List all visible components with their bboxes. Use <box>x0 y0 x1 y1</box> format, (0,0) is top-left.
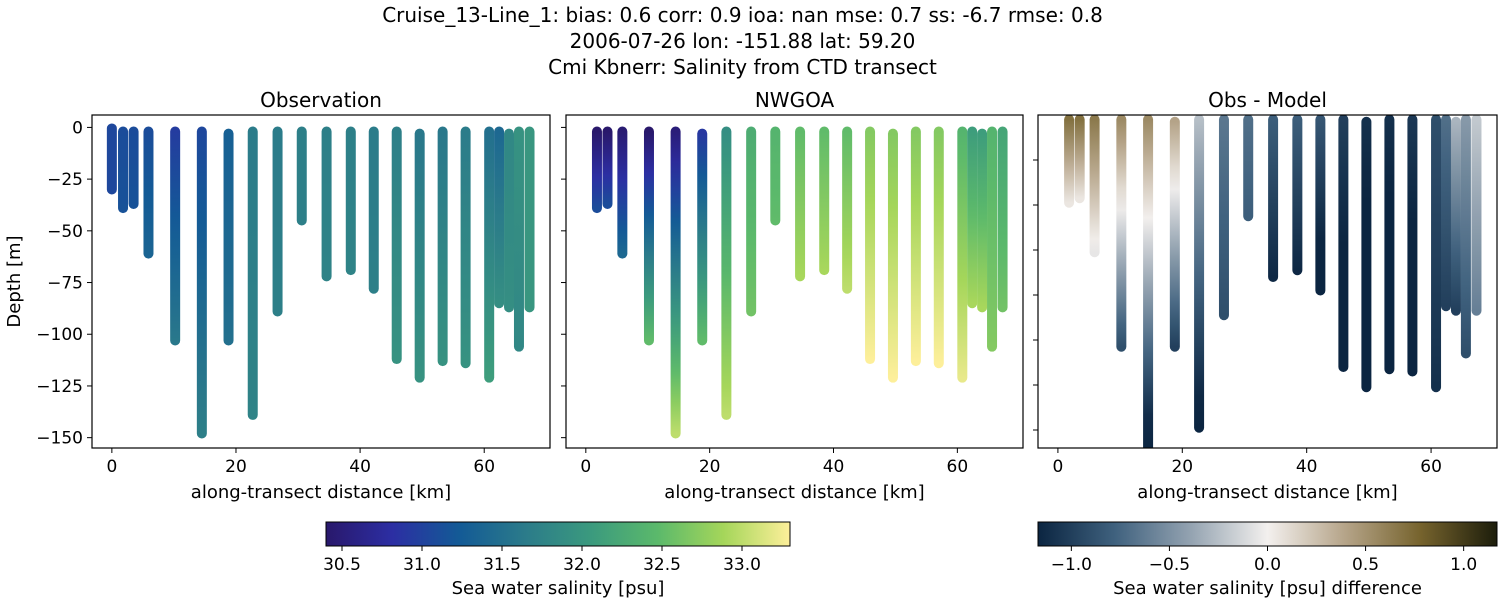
y-axis-label: Depth [m] <box>4 235 25 327</box>
panel-title: Obs - Model <box>1208 88 1327 112</box>
x-tick-label: 0 <box>580 457 591 477</box>
panel-title: Observation <box>260 88 382 112</box>
axes-frame <box>565 114 1024 449</box>
x-axis-label: along-transect distance [km] <box>191 482 451 503</box>
colorbar-tick-label: 33.0 <box>723 555 761 575</box>
colorbar-tick-label: 30.5 <box>323 555 361 575</box>
station-profiles <box>591 126 1008 439</box>
y-tick-label: −50 <box>47 222 83 242</box>
colorbar-tick-label: 0.5 <box>1352 555 1379 575</box>
figure-title-line-3: Cmi Kbnerr: Salinity from CTD transect <box>548 55 937 79</box>
figure-title-line-1: Cruise_13-Line_1: bias: 0.6 corr: 0.9 io… <box>382 3 1103 27</box>
y-tick-label: 0 <box>72 118 83 138</box>
colorbar-tick-label: −1.0 <box>1051 555 1092 575</box>
colorbar-tick-label: 32.0 <box>563 555 601 575</box>
y-tick-label: −75 <box>47 274 83 294</box>
axes-frame <box>1037 114 1498 449</box>
panel-obs: Observation along-transect distance [km] D… <box>4 88 551 503</box>
y-tick-label: −100 <box>36 325 83 345</box>
y-tick-label: −150 <box>36 429 83 449</box>
colorbar-tick-label: 31.0 <box>403 555 441 575</box>
figure-title-line-2: 2006-07-26 lon: -151.88 lat: 59.20 <box>569 29 916 53</box>
station-profiles <box>106 123 535 439</box>
x-axis-label: along-transect distance [km] <box>1137 482 1397 503</box>
colorbar-tick-label: 1.0 <box>1450 555 1477 575</box>
x-tick-label: 60 <box>473 457 495 477</box>
x-axis-label: along-transect distance [km] <box>664 482 924 503</box>
panel-title: NWGOA <box>755 88 835 112</box>
x-tick-label: 20 <box>1171 457 1193 477</box>
station-profiles <box>1064 115 1482 448</box>
y-tick-label: −25 <box>47 170 83 190</box>
x-tick-label: 40 <box>349 457 371 477</box>
colorbar-label: Sea water salinity [psu] difference <box>1113 578 1422 599</box>
panel-diff: Obs - Model along-transect distance [km] 0… <box>1033 88 1498 503</box>
x-tick-label: 20 <box>699 457 721 477</box>
y-tick-label: −125 <box>36 377 83 397</box>
panel-model: NWGOA along-transect distance [km] 0 20 40 60 <box>561 88 1024 503</box>
colorbar-tick-label: 31.5 <box>483 555 521 575</box>
colorbar-label: Sea water salinity [psu] <box>452 578 665 599</box>
colorbar-salinity: 30.5 31.0 31.5 32.0 32.5 33.0 Sea water salini… <box>323 521 791 599</box>
x-tick-label: 40 <box>1296 457 1318 477</box>
x-tick-label: 0 <box>1052 457 1063 477</box>
x-tick-label: 0 <box>106 457 117 477</box>
colorbar-bar <box>325 521 791 547</box>
colorbar-tick-label: 32.5 <box>643 555 681 575</box>
colorbar-difference: −1.0 −0.5 0.0 0.5 1.0 Sea water salinity [psu… <box>1037 521 1498 599</box>
x-tick-label: 40 <box>823 457 845 477</box>
x-tick-label: 60 <box>1420 457 1442 477</box>
x-tick-label: 60 <box>947 457 969 477</box>
axes-frame <box>91 114 551 449</box>
colorbar-tick-label: −0.5 <box>1149 555 1190 575</box>
x-tick-label: 20 <box>225 457 247 477</box>
colorbar-bar <box>1037 521 1498 547</box>
colorbar-tick-label: 0.0 <box>1254 555 1281 575</box>
